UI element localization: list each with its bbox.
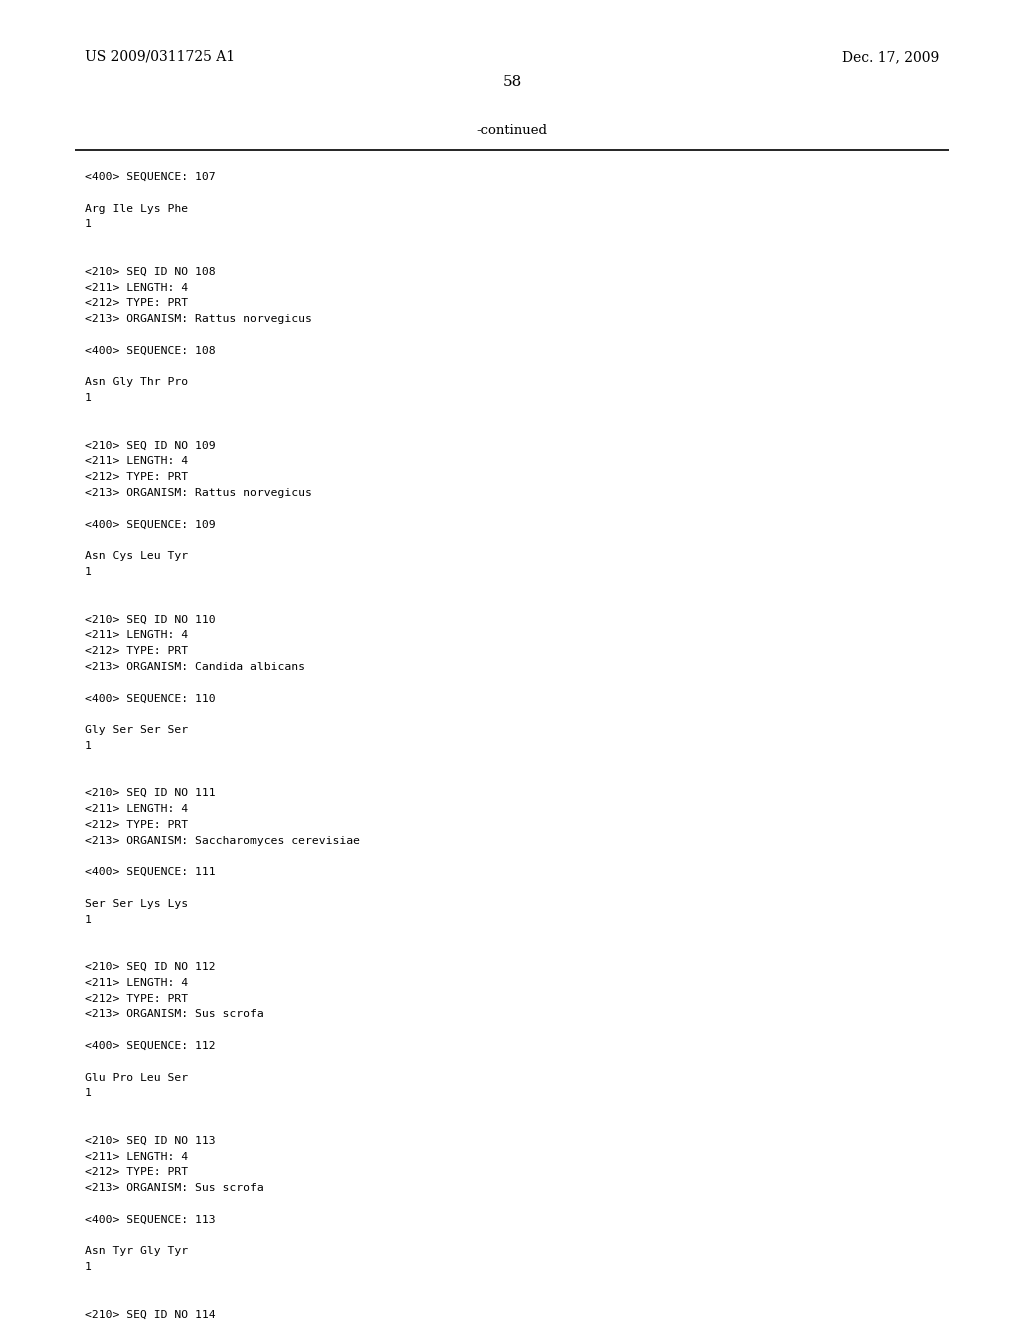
Text: <400> SEQUENCE: 108: <400> SEQUENCE: 108 (85, 346, 216, 356)
Text: <400> SEQUENCE: 112: <400> SEQUENCE: 112 (85, 1041, 216, 1051)
Text: <211> LENGTH: 4: <211> LENGTH: 4 (85, 282, 188, 293)
Text: <213> ORGANISM: Rattus norvegicus: <213> ORGANISM: Rattus norvegicus (85, 314, 312, 325)
Text: Asn Tyr Gly Tyr: Asn Tyr Gly Tyr (85, 1246, 188, 1257)
Text: <211> LENGTH: 4: <211> LENGTH: 4 (85, 457, 188, 466)
Text: <210> SEQ ID NO 113: <210> SEQ ID NO 113 (85, 1135, 216, 1146)
Text: Glu Pro Leu Ser: Glu Pro Leu Ser (85, 1073, 188, 1082)
Text: Arg Ile Lys Phe: Arg Ile Lys Phe (85, 203, 188, 214)
Text: <212> TYPE: PRT: <212> TYPE: PRT (85, 1167, 188, 1177)
Text: <210> SEQ ID NO 109: <210> SEQ ID NO 109 (85, 441, 216, 450)
Text: <213> ORGANISM: Candida albicans: <213> ORGANISM: Candida albicans (85, 661, 305, 672)
Text: <213> ORGANISM: Rattus norvegicus: <213> ORGANISM: Rattus norvegicus (85, 488, 312, 498)
Text: 1: 1 (85, 393, 92, 403)
Text: Ser Ser Lys Lys: Ser Ser Lys Lys (85, 899, 188, 908)
Text: Asn Cys Leu Tyr: Asn Cys Leu Tyr (85, 552, 188, 561)
Text: <211> LENGTH: 4: <211> LENGTH: 4 (85, 630, 188, 640)
Text: <210> SEQ ID NO 110: <210> SEQ ID NO 110 (85, 614, 216, 624)
Text: 1: 1 (85, 1262, 92, 1272)
Text: <212> TYPE: PRT: <212> TYPE: PRT (85, 298, 188, 309)
Text: 1: 1 (85, 741, 92, 751)
Text: <400> SEQUENCE: 110: <400> SEQUENCE: 110 (85, 693, 216, 704)
Text: 1: 1 (85, 219, 92, 230)
Text: 58: 58 (503, 75, 521, 88)
Text: <211> LENGTH: 4: <211> LENGTH: 4 (85, 1151, 188, 1162)
Text: <210> SEQ ID NO 111: <210> SEQ ID NO 111 (85, 788, 216, 799)
Text: <400> SEQUENCE: 111: <400> SEQUENCE: 111 (85, 867, 216, 878)
Text: <210> SEQ ID NO 114: <210> SEQ ID NO 114 (85, 1309, 216, 1320)
Text: <400> SEQUENCE: 113: <400> SEQUENCE: 113 (85, 1214, 216, 1225)
Text: <211> LENGTH: 4: <211> LENGTH: 4 (85, 804, 188, 814)
Text: Asn Gly Thr Pro: Asn Gly Thr Pro (85, 378, 188, 387)
Text: 1: 1 (85, 1089, 92, 1098)
Text: <213> ORGANISM: Sus scrofa: <213> ORGANISM: Sus scrofa (85, 1183, 264, 1193)
Text: <211> LENGTH: 4: <211> LENGTH: 4 (85, 978, 188, 987)
Text: <210> SEQ ID NO 108: <210> SEQ ID NO 108 (85, 267, 216, 277)
Text: <212> TYPE: PRT: <212> TYPE: PRT (85, 820, 188, 830)
Text: <212> TYPE: PRT: <212> TYPE: PRT (85, 994, 188, 1003)
Text: <400> SEQUENCE: 107: <400> SEQUENCE: 107 (85, 172, 216, 182)
Text: 1: 1 (85, 915, 92, 924)
Text: <213> ORGANISM: Saccharomyces cerevisiae: <213> ORGANISM: Saccharomyces cerevisiae (85, 836, 360, 846)
Text: 1: 1 (85, 568, 92, 577)
Text: <212> TYPE: PRT: <212> TYPE: PRT (85, 473, 188, 482)
Text: Gly Ser Ser Ser: Gly Ser Ser Ser (85, 725, 188, 735)
Text: Dec. 17, 2009: Dec. 17, 2009 (842, 50, 939, 63)
Text: <400> SEQUENCE: 109: <400> SEQUENCE: 109 (85, 520, 216, 529)
Text: US 2009/0311725 A1: US 2009/0311725 A1 (85, 50, 236, 63)
Text: -continued: -continued (476, 124, 548, 136)
Text: <210> SEQ ID NO 112: <210> SEQ ID NO 112 (85, 962, 216, 972)
Text: <212> TYPE: PRT: <212> TYPE: PRT (85, 645, 188, 656)
Text: <213> ORGANISM: Sus scrofa: <213> ORGANISM: Sus scrofa (85, 1010, 264, 1019)
